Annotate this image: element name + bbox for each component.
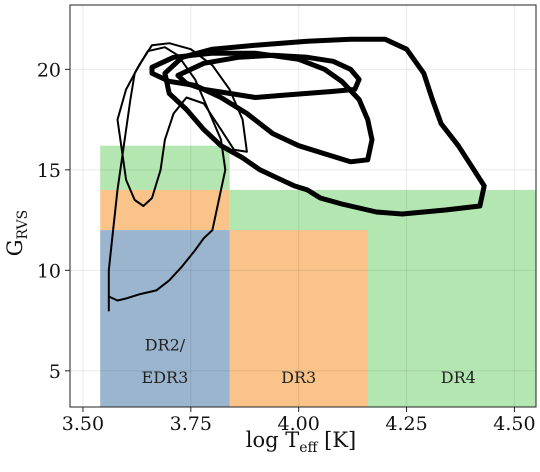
y-axis-label: GRVS <box>3 210 31 257</box>
region-label: EDR3 <box>142 368 189 387</box>
x-axis-label-sub: eff <box>299 440 318 456</box>
contours-layer <box>107 36 487 312</box>
x-tick-label: 3.50 <box>62 413 104 435</box>
region-dr4-upper <box>100 145 230 190</box>
x-axis-label: log Teff [K] <box>246 428 356 456</box>
y-axis-label-sub: RVS <box>15 210 31 240</box>
x-tick-label: 4.25 <box>385 413 427 435</box>
y-ticks-layer: 5 10 15 20 <box>37 59 70 383</box>
y-tick-label: 20 <box>37 59 61 81</box>
region-dr3-cool <box>100 189 230 231</box>
y-tick-label: 5 <box>49 361 61 383</box>
y-tick-label: 10 <box>37 260 61 282</box>
x-axis-label-unit: [K] <box>317 428 356 452</box>
grid-layer <box>70 5 536 407</box>
regions-layer <box>100 145 537 407</box>
x-tick-label: 4.00 <box>278 413 320 435</box>
region-label: DR2/ <box>145 336 186 355</box>
contour-thick-1 <box>162 36 487 217</box>
x-tick-label: 3.75 <box>170 413 212 435</box>
y-tick-label: 15 <box>37 160 61 182</box>
region-dr2-edr3 <box>100 230 230 407</box>
contour-thick-3 <box>175 52 362 100</box>
region-labels-layer: DR2/EDR3 DR3 DR4 <box>142 336 476 387</box>
plot-frame <box>69 4 537 408</box>
x-ticks-layer: 3.50 3.75 4.00 4.25 4.50 <box>62 407 536 435</box>
x-tick-label: 4.50 <box>493 413 535 435</box>
region-dr3-hot <box>229 230 368 407</box>
region-label: DR4 <box>441 368 476 387</box>
region-label: DR3 <box>281 368 316 387</box>
contour-thin-2 <box>116 42 248 207</box>
contour-thin-1 <box>107 46 227 312</box>
